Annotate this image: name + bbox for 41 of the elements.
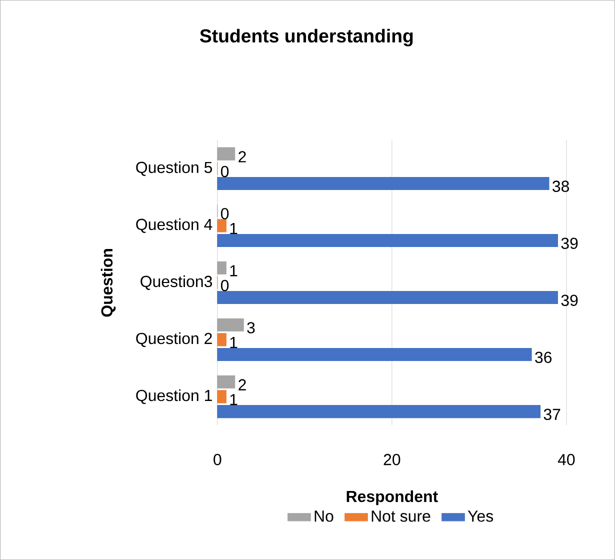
bar	[217, 348, 532, 362]
data-label: 0	[220, 166, 229, 178]
bar	[217, 176, 550, 190]
x-tick-label: 20	[384, 454, 400, 466]
data-label: 39	[561, 238, 578, 249]
bar	[217, 333, 226, 346]
data-label: 0	[220, 208, 229, 220]
data-label: 38	[552, 180, 569, 192]
legend-label: Not sure	[372, 510, 430, 522]
y-tick-label: Question3	[140, 275, 212, 290]
y-tick-label: Question 1	[136, 389, 212, 404]
y-tick-label: Question 2	[136, 332, 212, 347]
x-axis-title: Respondent	[346, 490, 438, 506]
data-label: 2	[238, 151, 246, 162]
bar	[217, 404, 541, 418]
legend-label: No	[314, 510, 334, 522]
data-label: 37	[544, 408, 560, 420]
data-label: 1	[230, 223, 238, 234]
chart-title: Students understanding	[200, 28, 413, 46]
data-label: 36	[535, 352, 552, 364]
bar	[217, 219, 226, 232]
data-label: 2	[238, 379, 246, 390]
y-axis-title: Question	[100, 249, 116, 317]
bar	[217, 290, 558, 304]
bar	[217, 234, 558, 248]
data-label: 1	[230, 337, 238, 348]
x-tick-label: 40	[558, 454, 575, 466]
data-label: 3	[247, 322, 255, 334]
data-label: 0	[220, 280, 229, 292]
y-tick-label: Question 4	[136, 218, 212, 233]
bar	[217, 261, 226, 274]
bar	[217, 147, 236, 160]
bar	[217, 375, 236, 388]
data-label: 1	[230, 265, 238, 276]
y-tick-label: Question 5	[136, 161, 212, 176]
data-label: 1	[230, 394, 238, 406]
x-tick-label: 0	[214, 454, 222, 466]
bar	[217, 390, 226, 404]
data-label: 39	[561, 294, 578, 306]
legend-label: Yes	[468, 510, 494, 522]
bar	[217, 318, 244, 332]
